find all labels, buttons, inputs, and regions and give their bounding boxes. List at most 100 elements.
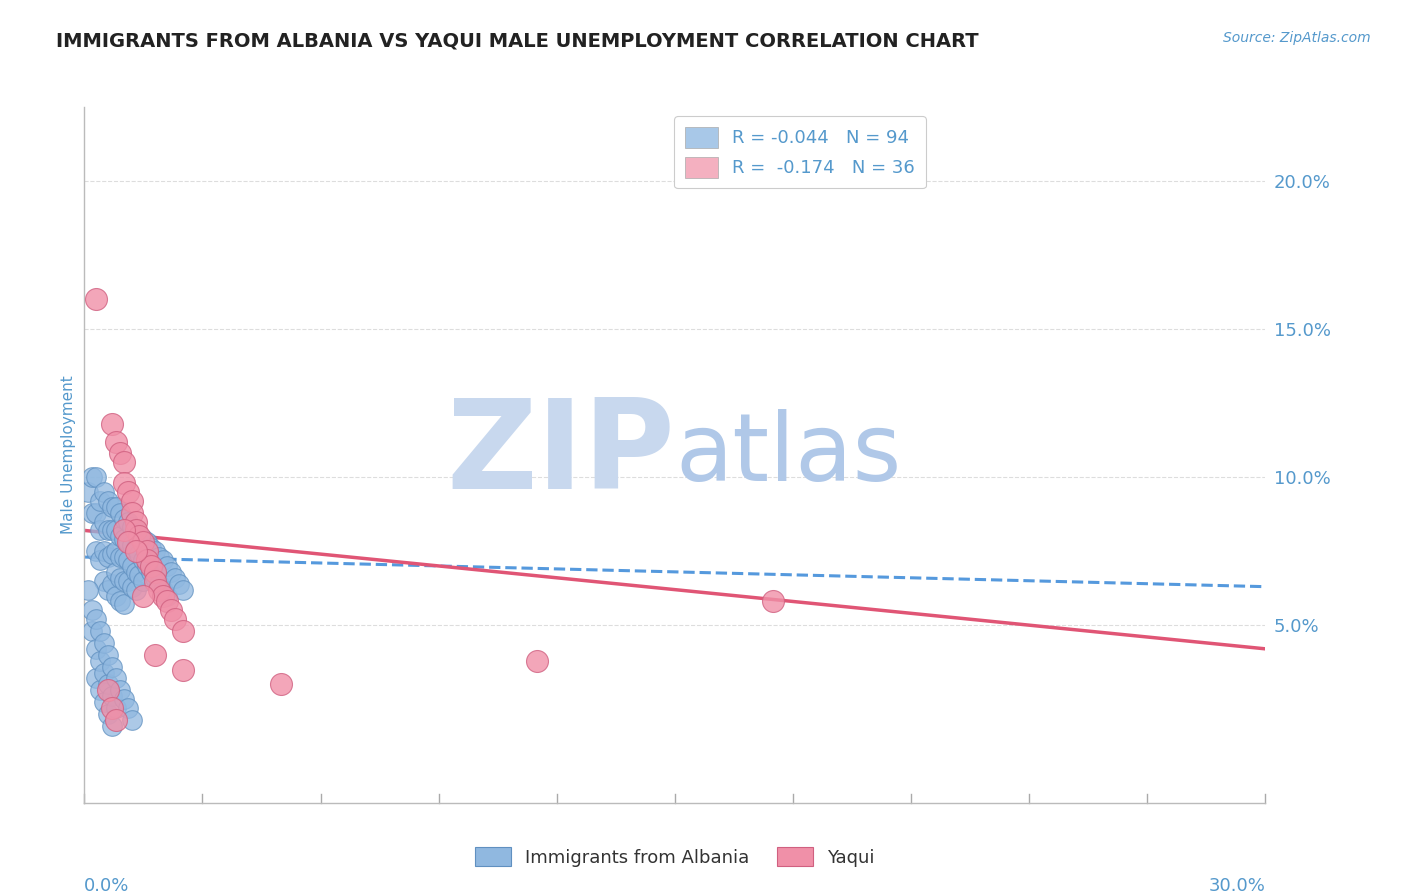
Text: 0.0%: 0.0% (84, 877, 129, 892)
Point (128, 529, 150, 543)
Point (101, 417, 124, 431)
Point (172, 582, 194, 597)
Point (124, 541, 146, 556)
Point (124, 582, 146, 597)
Point (93, 515, 115, 529)
Point (121, 713, 143, 727)
Text: Source: ZipAtlas.com: Source: ZipAtlas.com (1223, 31, 1371, 45)
Point (97, 550, 120, 565)
Point (136, 558, 159, 573)
Point (97, 706, 120, 721)
Point (172, 624, 194, 638)
Point (89, 624, 111, 638)
Point (141, 541, 163, 556)
Point (82, 506, 104, 520)
Point (121, 520, 143, 534)
Point (124, 524, 146, 538)
Point (136, 535, 159, 549)
Point (167, 576, 190, 591)
Point (77, 484, 100, 499)
Point (84, 544, 107, 558)
Point (117, 535, 139, 549)
Point (82, 603, 104, 617)
Point (108, 594, 131, 608)
Legend: R = -0.044   N = 94, R =  -0.174   N = 36: R = -0.044 N = 94, R = -0.174 N = 36 (675, 116, 925, 188)
Point (101, 524, 124, 538)
Point (84, 293, 107, 307)
Point (104, 544, 127, 558)
Point (163, 571, 186, 585)
Point (84, 672, 107, 686)
Point (148, 582, 170, 597)
Point (104, 434, 127, 449)
Point (104, 713, 127, 727)
Point (117, 574, 139, 588)
Point (143, 574, 166, 588)
Point (84, 470, 107, 484)
Point (112, 524, 135, 538)
Point (93, 574, 115, 588)
Point (104, 701, 127, 715)
Point (128, 567, 150, 582)
Point (112, 455, 135, 469)
Point (152, 589, 174, 603)
Point (160, 565, 183, 579)
Point (108, 529, 131, 543)
Point (156, 589, 179, 603)
Point (143, 648, 166, 662)
Point (132, 535, 155, 549)
Point (89, 553, 111, 567)
Point (101, 547, 124, 561)
Point (97, 683, 120, 698)
Point (148, 576, 170, 591)
Point (101, 719, 124, 733)
Point (121, 493, 143, 508)
Point (82, 470, 104, 484)
Point (84, 641, 107, 656)
Point (104, 589, 127, 603)
Point (132, 589, 155, 603)
Point (112, 692, 135, 706)
Point (104, 524, 127, 538)
Legend: Immigrants from Albania, Yaqui: Immigrants from Albania, Yaqui (468, 840, 882, 874)
Point (148, 550, 170, 565)
Point (84, 506, 107, 520)
Point (160, 603, 183, 617)
Text: IMMIGRANTS FROM ALBANIA VS YAQUI MALE UNEMPLOYMENT CORRELATION CHART: IMMIGRANTS FROM ALBANIA VS YAQUI MALE UN… (56, 31, 979, 50)
Point (117, 515, 139, 529)
Point (136, 553, 159, 567)
Point (101, 500, 124, 514)
Point (108, 571, 131, 585)
Point (128, 529, 150, 543)
Point (128, 547, 150, 561)
Point (84, 612, 107, 626)
Point (101, 576, 124, 591)
Point (97, 582, 120, 597)
Point (108, 506, 131, 520)
Point (93, 636, 115, 650)
Text: atlas: atlas (675, 409, 901, 501)
Point (124, 515, 146, 529)
Point (101, 690, 124, 704)
Point (124, 565, 146, 579)
Point (108, 446, 131, 460)
Point (108, 550, 131, 565)
Point (156, 594, 179, 608)
Text: ZIP: ZIP (446, 394, 675, 516)
Point (121, 538, 143, 552)
Point (89, 493, 111, 508)
Point (121, 580, 143, 594)
Point (82, 624, 104, 638)
Point (112, 476, 135, 491)
Point (141, 558, 163, 573)
Point (117, 701, 139, 715)
Point (112, 574, 135, 588)
Point (112, 511, 135, 525)
Point (143, 571, 166, 585)
Point (270, 677, 292, 691)
Point (143, 544, 166, 558)
Point (93, 544, 115, 558)
Point (97, 648, 120, 662)
Point (104, 500, 127, 514)
Point (136, 544, 159, 558)
